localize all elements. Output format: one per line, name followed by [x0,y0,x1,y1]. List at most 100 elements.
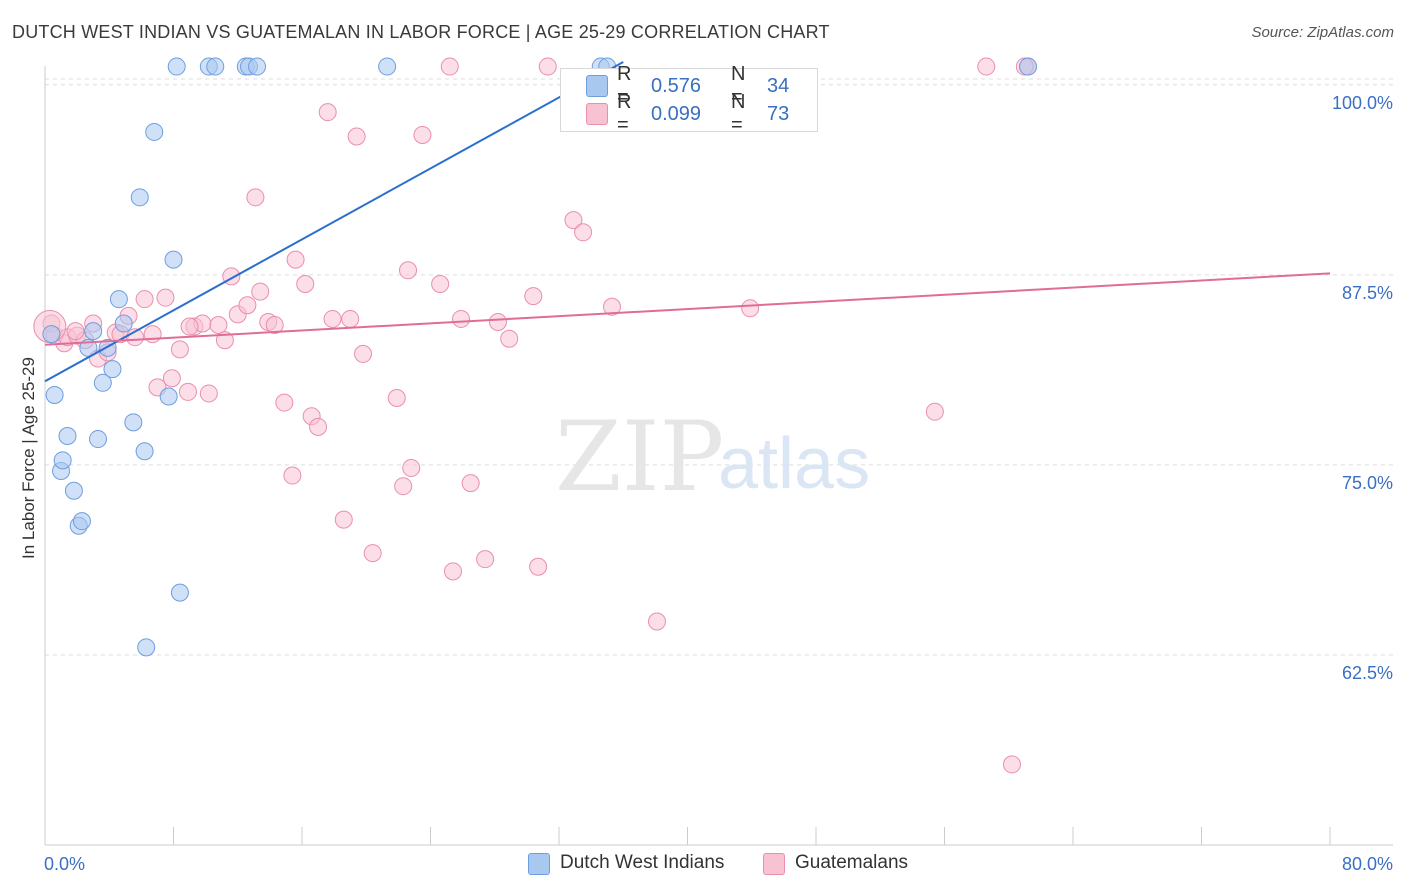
data-point [180,317,199,336]
legend-r-label: R = [617,63,632,108]
data-point [156,288,175,307]
data-point [170,340,189,359]
data-point [1002,755,1021,774]
data-point [538,57,557,76]
data-point [89,430,108,449]
data-point [741,299,760,318]
data-point [341,309,360,328]
data-point [251,282,270,301]
legend-swatch-pink [586,103,608,125]
legend-swatch-pink [763,853,785,875]
data-point [564,211,583,230]
data-point [167,57,186,76]
data-point [394,477,413,496]
data-point [500,329,519,348]
legend-r-label: R = [617,91,632,136]
data-point [159,387,178,406]
data-point [529,557,548,576]
data-point [103,360,122,379]
data-point [318,103,337,122]
data-point [309,417,328,436]
legend-n-value: 34 [767,74,790,97]
data-point [209,316,228,335]
data-point [647,612,666,631]
data-point [1019,57,1038,76]
data-point [603,297,622,316]
legend-r-value: 0.576 [651,74,702,97]
data-point [124,413,143,432]
data-point [248,57,267,76]
data-point [283,466,302,485]
data-point [246,188,265,207]
data-point [347,127,366,146]
data-point [363,544,382,563]
watermark-zip: ZIP [555,401,724,513]
y-axis-label: In Labor Force | Age 25-29 [19,357,38,559]
data-point [135,290,154,309]
y-tick-label: 100.0% [1332,93,1393,113]
data-point [488,312,507,331]
data-point [93,373,112,392]
data-point [72,512,91,531]
source-label: Source: ZipAtlas.com [1251,24,1394,41]
legend-label: Dutch West Indians [560,852,725,873]
chart-title: DUTCH WEST INDIAN VS GUATEMALAN IN LABOR… [12,22,830,42]
data-point [170,583,189,602]
data-point [137,638,156,657]
data-point [275,393,294,412]
data-point [64,481,83,500]
data-point [130,188,149,207]
guatemalans-points [33,57,1038,774]
data-point [66,322,85,341]
data-point [206,57,225,76]
data-point [58,427,77,446]
y-tick-label: 75.0% [1342,473,1393,493]
data-point [452,309,471,328]
trend-line-dutch-west-indians [44,61,624,383]
legend-n-value: 73 [767,102,790,125]
data-point [524,287,543,306]
data-point [476,550,495,569]
data-point [431,274,450,293]
data-point [199,384,218,403]
data-point [42,325,61,344]
data-point [413,125,432,144]
data-point [443,562,462,581]
data-point [402,458,421,477]
stats-legend: R = 0.576 N = 34 R = 0.099 N = 73 [560,63,818,136]
data-point [162,369,181,388]
data-point [296,274,315,293]
legend-label: Guatemalans [795,852,909,873]
data-point [145,122,164,141]
data-point [178,382,197,401]
data-point [925,402,944,421]
data-point [45,385,64,404]
y-tick-labels: 62.5% 75.0% 87.5% 100.0% [1332,93,1393,683]
data-point [135,442,154,461]
data-point [399,261,418,280]
data-point [461,474,480,493]
data-point [238,296,257,315]
x-tick-label-min: 0.0% [44,854,85,874]
y-tick-label: 87.5% [1342,283,1393,303]
data-point [354,344,373,363]
legend-n-label: N = [731,63,746,108]
legend-swatch-blue [528,853,550,875]
data-point [440,57,459,76]
watermark: ZIP atlas [555,401,870,513]
legend-n-label: N = [731,91,746,136]
data-point [378,57,397,76]
trend-line-guatemalans [44,272,1331,346]
data-point [574,223,593,242]
data-point [977,57,996,76]
data-point [323,309,342,328]
data-point [53,451,72,470]
data-point [84,322,103,341]
data-point [334,510,353,529]
data-point [387,389,406,408]
watermark-atlas: atlas [718,424,870,504]
data-point [164,250,183,269]
data-point [109,290,128,309]
data-point [114,314,133,333]
